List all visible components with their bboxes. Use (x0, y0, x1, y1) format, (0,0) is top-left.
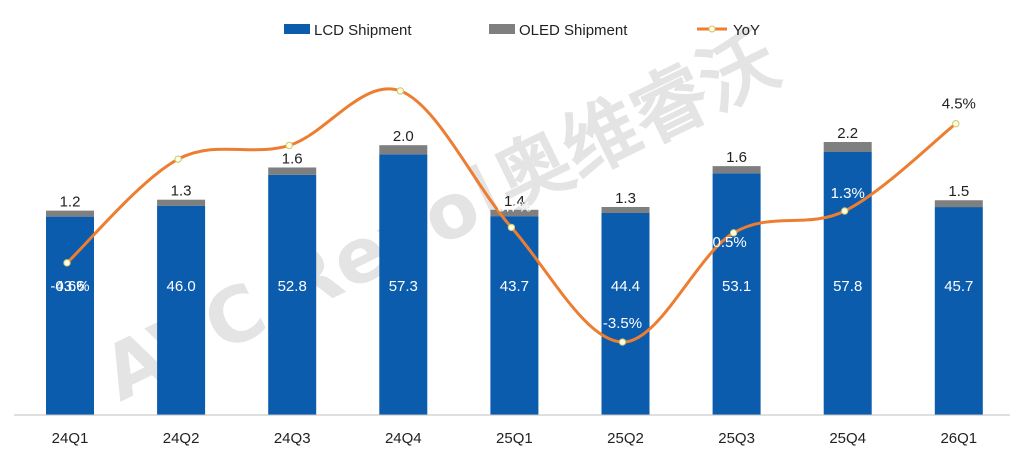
legend-label-yoy: YoY (733, 22, 760, 39)
yoy-line (63, 87, 960, 346)
label-yoy-24q1: -0.6% (50, 278, 89, 295)
legend-swatch-lcd-shipment (284, 24, 310, 34)
legend-marker-yoy (708, 25, 716, 33)
label-lcd-24q1: 43.6 (55, 278, 84, 295)
bar-lcd-24q2 (157, 205, 206, 415)
bar-oled-24q2 (157, 199, 206, 206)
yoy-point-25q3 (729, 229, 738, 237)
legend-label-lcd-shipment: LCD Shipment (314, 22, 412, 39)
label-yoy-25q4: 1.3% (831, 185, 865, 202)
bar-lcd-25q1 (490, 216, 539, 415)
label-yoy-24q2: 3.2% (164, 132, 198, 149)
label-oled-25q3: 1.6 (726, 149, 747, 166)
x-tick-25q1: 25Q1 (496, 430, 533, 447)
label-oled-24q4: 2.0 (393, 128, 414, 145)
bar-lcd-26q1 (934, 207, 983, 415)
x-tick-24q4: 24Q4 (385, 430, 422, 447)
label-lcd-25q4: 57.8 (833, 278, 862, 295)
bar-lcd-25q2 (601, 212, 650, 415)
label-lcd-24q4: 57.3 (389, 278, 418, 295)
label-yoy-24q4: 5.7% (386, 107, 420, 124)
bar-oled-24q1 (46, 210, 94, 217)
bar-oled-24q4 (379, 145, 428, 155)
label-lcd-25q1: 43.7 (500, 278, 529, 295)
bar-lcd-24q1 (46, 216, 94, 415)
yoy-point-24q2 (174, 155, 182, 163)
yoy-point-25q4 (841, 207, 849, 215)
yoy-point-25q2 (618, 338, 627, 346)
data-labels: 1.2 43.6 1.3 46.0 1.6 52.8 2.0 57.3 1.4 43.7 1.3 44… (50, 96, 975, 332)
bar-oled-25q2 (601, 206, 650, 213)
label-oled-24q3: 1.6 (282, 150, 303, 167)
label-oled-24q2: 1.3 (171, 183, 192, 200)
yoy-point-24q3 (285, 141, 293, 150)
x-tick-25q3: 25Q3 (718, 430, 755, 447)
bar-oled-24q3 (268, 167, 317, 175)
x-tick-24q1: 24Q1 (52, 430, 89, 447)
label-lcd-24q2: 46.0 (166, 278, 195, 295)
x-tick-25q2: 25Q2 (607, 430, 644, 447)
label-oled-25q4: 2.2 (837, 125, 858, 142)
label-yoy-25q3: 0.5% (712, 234, 746, 251)
yoy-point-26q1 (952, 119, 960, 128)
bar-lcd-24q3 (268, 174, 317, 415)
bar-oled-25q1 (490, 209, 539, 217)
label-oled-25q2: 1.3 (615, 190, 636, 207)
bar-oled-26q1 (934, 200, 983, 208)
bars (46, 142, 983, 415)
bar-lcd-25q4 (823, 152, 872, 415)
x-tick-26q1: 26Q1 (940, 430, 977, 447)
label-yoy-25q1: 0.7% (497, 198, 531, 215)
label-yoy-24q3: 3.7% (275, 122, 309, 139)
x-tick-25q4: 25Q4 (829, 430, 866, 447)
label-oled-25q1: 1.4 (504, 193, 525, 210)
bar-oled-25q3 (712, 166, 761, 174)
label-lcd-25q2: 44.4 (611, 278, 640, 295)
x-tick-24q3: 24Q3 (274, 430, 311, 447)
label-lcd-26q1: 45.7 (944, 278, 973, 295)
x-tick-24q2: 24Q2 (163, 430, 200, 447)
label-yoy-26q1: 4.5% (942, 96, 976, 113)
x-axis-ticks: 24Q1 24Q2 24Q3 24Q4 25Q1 25Q2 25Q3 25Q4 26Q1 (52, 430, 978, 447)
label-oled-26q1: 1.5 (948, 183, 969, 200)
bar-lcd-24q4 (379, 154, 428, 415)
bar-oled-25q4 (823, 142, 872, 153)
yoy-point-25q1 (507, 223, 516, 232)
label-yoy-25q2: -3.5% (603, 315, 642, 332)
legend-swatch-oled-shipment (489, 24, 515, 34)
label-lcd-24q3: 52.8 (278, 278, 307, 295)
legend: LCD Shipment OLED Shipment YoY (284, 22, 760, 39)
yoy-point-24q1 (63, 259, 71, 267)
yoy-point-24q4 (396, 87, 404, 95)
legend-label-oled-shipment: OLED Shipment (519, 22, 628, 39)
bar-lcd-25q3 (712, 173, 761, 415)
label-oled-24q1: 1.2 (60, 194, 81, 211)
label-lcd-25q3: 53.1 (722, 278, 751, 295)
